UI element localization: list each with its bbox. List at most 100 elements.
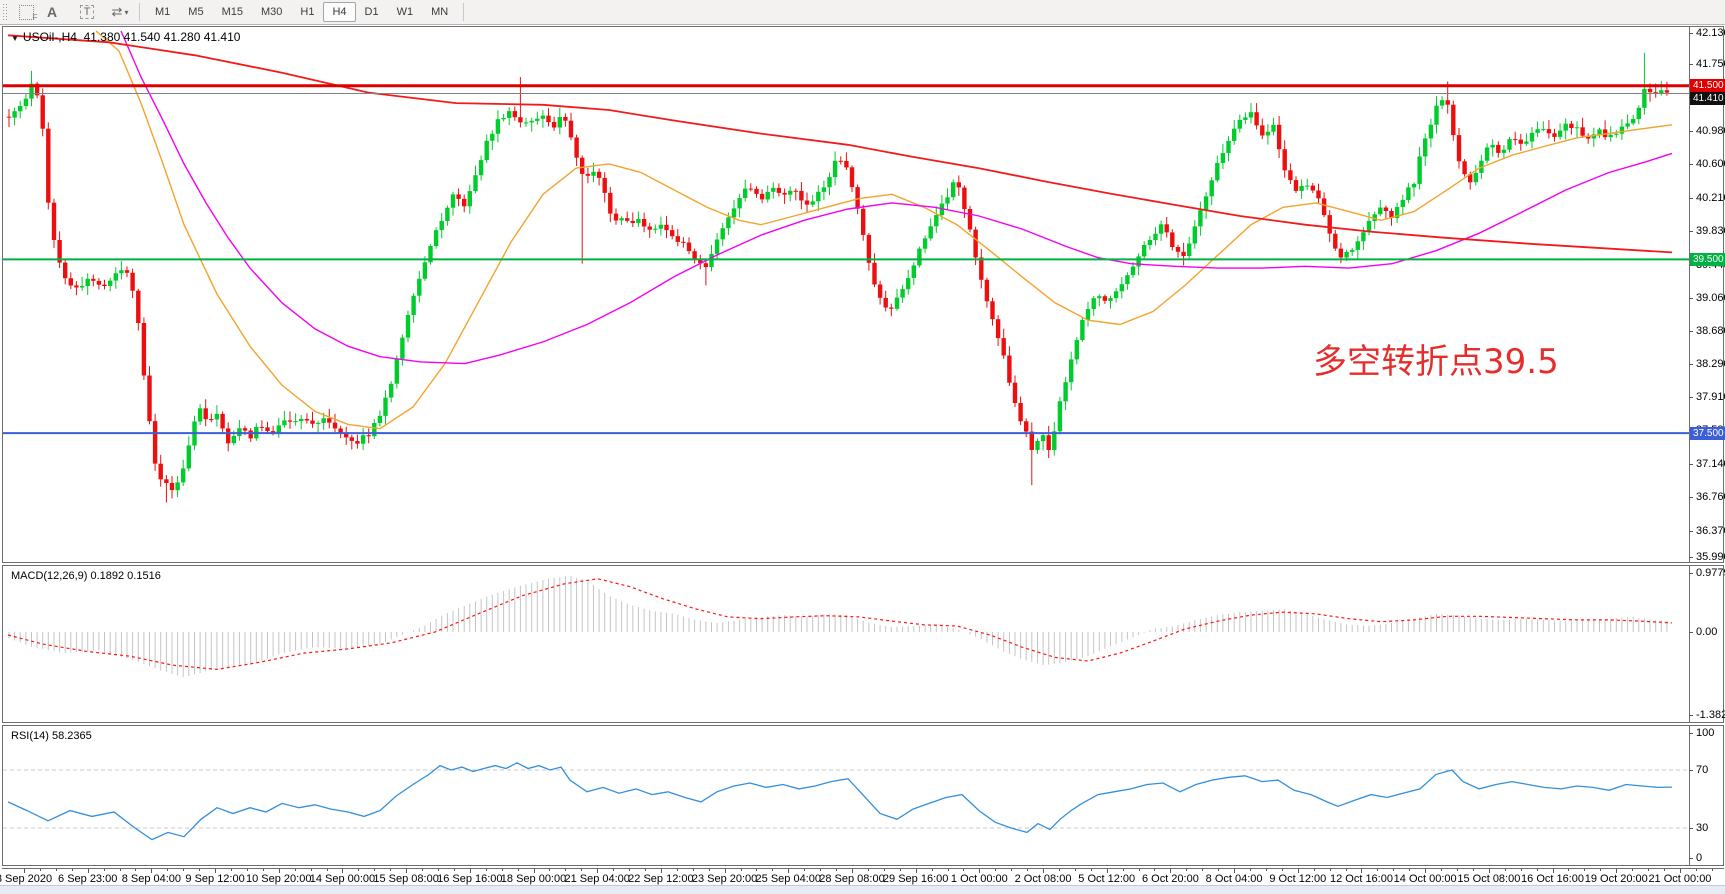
time-minor-tick (644, 869, 646, 871)
time-minor-tick (1074, 869, 1076, 871)
time-minor-tick (1011, 869, 1013, 871)
time-tick-label: 16 Sep 16:00 (437, 873, 503, 885)
price-tick-label: 37.140 (1696, 458, 1725, 471)
rsi-tick-mark (1689, 770, 1693, 771)
price-tick-mark (1689, 330, 1693, 332)
time-minor-tick (103, 869, 105, 871)
time-minor-tick (1568, 869, 1570, 871)
time-minor-tick (1409, 869, 1411, 871)
grid-glyph: F (18, 4, 38, 22)
time-tick-label: 9 Oct 12:00 (1269, 873, 1327, 885)
time-minor-tick (756, 869, 758, 871)
letter-t-glyph: T (79, 5, 95, 19)
timeframe-group: M1 M5 M15 M30 H1 H4 D1 W1 MN (146, 2, 457, 22)
time-tick-label: 28 Sep 08:00 (819, 873, 885, 885)
time-minor-tick (1664, 869, 1666, 871)
price-tick-label: 36.760 (1696, 491, 1725, 504)
timeframe-button-m5[interactable]: M5 (188, 6, 204, 18)
time-minor-tick (1632, 869, 1634, 871)
price-level-label-41.500: 41.500 (1690, 79, 1725, 93)
time-minor-tick (1648, 869, 1650, 871)
crosshair-grid-icon[interactable]: F (14, 2, 38, 22)
chart-dropdown-icon[interactable]: ▼ (11, 34, 19, 43)
time-tick-label: 14 Oct 00:00 (1393, 873, 1457, 885)
chart-annotation: 多空转折点39.5 (1313, 342, 1559, 382)
price-tick-label: 37.910 (1696, 391, 1725, 404)
candlestick-chart[interactable] (3, 27, 1689, 562)
time-minor-tick (883, 869, 885, 871)
time-tick-mark (597, 869, 599, 873)
time-minor-tick (1457, 869, 1459, 871)
time-minor-tick (1138, 869, 1140, 871)
price-tick-mark (1689, 531, 1693, 533)
time-minor-tick (501, 869, 503, 871)
macd-tick-label: 0.00 (1696, 626, 1718, 638)
time-minor-tick (374, 869, 376, 871)
time-tick-label: 15 Oct 08:00 (1457, 873, 1521, 885)
macd-tick-mark (1689, 715, 1693, 716)
time-tick-label: 29 Sep 16:00 (882, 873, 949, 885)
price-tick-label: 40.980 (1696, 124, 1725, 137)
ohlc-values: 41.380 41.540 41.280 41.410 (83, 30, 241, 44)
time-minor-tick (437, 869, 439, 871)
time-tick-label: 14 Sep 00:00 (309, 873, 376, 885)
timeframe-button-m30[interactable]: M30 (260, 6, 283, 18)
price-tick-label: 40.600 (1696, 157, 1725, 170)
rsi-chart[interactable] (3, 726, 1689, 865)
time-minor-tick (963, 869, 965, 871)
timeframe-button-w1[interactable]: W1 (396, 6, 414, 18)
time-minor-tick (1027, 869, 1029, 871)
time-axis[interactable]: 3 Sep 2020 6 Sep 23:00 8 Sep 04:00 9 Sep 12… (0, 868, 1724, 885)
time-minor-tick (995, 869, 997, 871)
time-minor-tick (1186, 869, 1188, 871)
timeframe-button-h4[interactable]: H4 (323, 2, 356, 22)
timeframe-button-mn[interactable]: MN (431, 6, 449, 18)
price-level-label-37.500: 37.500 (1690, 426, 1725, 440)
time-minor-tick (692, 869, 694, 871)
time-minor-tick (1393, 869, 1395, 871)
time-tick-label: 25 Sep 04:00 (755, 873, 821, 885)
rsi-panel[interactable]: RSI(14) 58.2365 100 70 30 0 (2, 725, 1724, 866)
time-minor-tick (1313, 869, 1315, 871)
price-tick-mark (1689, 557, 1693, 558)
time-tick-mark (406, 869, 408, 873)
text-box-icon[interactable]: T (75, 2, 99, 22)
time-minor-tick (820, 869, 822, 871)
time-minor-tick (836, 869, 838, 871)
time-minor-tick (1154, 869, 1156, 871)
time-tick-mark (24, 869, 25, 873)
toolbar-grip[interactable] (3, 4, 8, 20)
time-minor-tick (740, 869, 742, 871)
time-minor-tick (549, 869, 551, 871)
time-tick-label: 18 Sep 00:00 (500, 873, 567, 885)
toolbar: F A T ⇄ ▾ M1 M5 M15 M30 H1 H4 D1 W1 MN (0, 0, 1725, 25)
timeframe-button-m15[interactable]: M15 (221, 6, 243, 18)
arrows-tool-icon[interactable]: ⇄ ▾ (108, 2, 132, 22)
macd-chart[interactable] (3, 566, 1689, 722)
price-tick-label: 38.290 (1696, 358, 1725, 371)
time-tick-label: 23 Sep 20:00 (691, 873, 758, 885)
time-tick-mark (151, 869, 153, 873)
timeframe-button-d1[interactable]: D1 (364, 6, 379, 18)
time-tick-label: 19 Oct 20:00 (1584, 873, 1648, 885)
price-tick-mark (1689, 130, 1693, 132)
time-tick-mark (1552, 869, 1554, 873)
text-label-icon[interactable]: A (40, 2, 64, 22)
price-tick-mark (1689, 297, 1693, 299)
time-minor-tick (676, 869, 678, 871)
timeframe-button-h1[interactable]: H1 (300, 6, 315, 18)
chart-title[interactable]: ▼ USOil-,H4 41.380 41.540 41.280 41.410 (11, 30, 240, 44)
time-tick-mark (1106, 869, 1108, 873)
time-tick-mark (1679, 869, 1681, 873)
macd-panel[interactable]: MACD(12,26,9) 0.1892 0.1516 0.9779 0.00 -1… (2, 565, 1725, 723)
time-tick-mark (979, 869, 981, 873)
time-tick-mark (1425, 869, 1427, 873)
time-minor-tick (167, 869, 169, 871)
main-chart-panel[interactable]: ▼ USOil-,H4 41.380 41.540 41.280 41.410 多… (2, 26, 1725, 563)
price-level-label-41.410: 41.410 (1690, 92, 1725, 106)
timeframe-button-m1[interactable]: M1 (155, 6, 171, 18)
chevron-down-icon: ▾ (124, 7, 129, 17)
price-level-label-39.500: 39.500 (1690, 252, 1725, 266)
time-minor-tick (55, 869, 57, 871)
time-tick-label: 12 Oct 16:00 (1329, 873, 1393, 885)
